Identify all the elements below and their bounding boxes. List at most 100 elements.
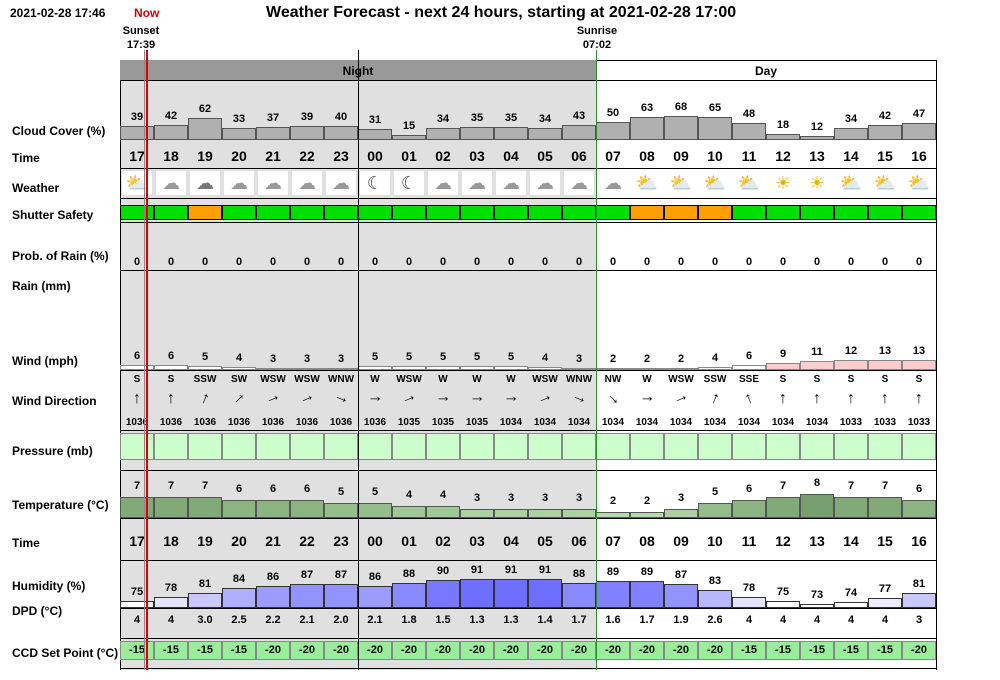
- cloud-cover-value: 48: [742, 108, 756, 120]
- now-line: [144, 50, 145, 670]
- cloud-cover-bar: [188, 118, 222, 140]
- row-label-shutter-safety: Shutter Safety: [12, 208, 94, 222]
- row-label-prob-rain: Prob. of Rain (%): [12, 249, 109, 263]
- hour-label: 09: [673, 148, 689, 164]
- pressure-value: 1034: [737, 417, 761, 428]
- row-separator: [120, 370, 936, 371]
- cloud-cover-bar: [766, 134, 800, 140]
- humidity-value: 87: [300, 569, 314, 581]
- wind-direction-label: NW: [604, 374, 622, 385]
- ccd-value: -20: [367, 644, 383, 656]
- wind-value: 4: [711, 352, 719, 364]
- temperature-bar: [834, 497, 868, 518]
- hour-label: 02: [435, 148, 451, 164]
- ccd-cell: [902, 641, 936, 660]
- humidity-value: 75: [776, 586, 790, 598]
- temperature-value: 8: [813, 477, 821, 489]
- hour-label: 00: [367, 533, 383, 549]
- temperature-bar: [460, 509, 494, 518]
- cloud-cover-value: 34: [844, 113, 858, 125]
- pressure-value: 1036: [363, 417, 387, 428]
- pressure-value: 1036: [193, 417, 217, 428]
- wind-value: 12: [844, 345, 858, 357]
- cloud-cover-value: 47: [912, 108, 926, 120]
- humidity-value: 81: [912, 578, 926, 590]
- cloudy-night-icon: ☁: [190, 171, 220, 195]
- pressure-value: 1036: [261, 417, 285, 428]
- row-separator: [120, 270, 936, 271]
- sun-icon: ☀: [802, 171, 832, 195]
- humidity-bar: [494, 579, 528, 608]
- wind-bar: [562, 368, 596, 370]
- wind-direction-label: S: [779, 374, 787, 385]
- temperature-bar: [664, 509, 698, 518]
- hour-label: 06: [571, 533, 587, 549]
- prob-rain-value: 0: [201, 256, 209, 268]
- humidity-value: 89: [606, 566, 620, 578]
- prob-rain-value: 0: [847, 256, 855, 268]
- dpd-value: 2.1: [367, 614, 383, 626]
- humidity-bar: [698, 590, 732, 608]
- wind-arrow-icon: ↑: [915, 390, 923, 407]
- dpd-value: 1.7: [639, 614, 655, 626]
- hour-label: 07: [605, 148, 621, 164]
- hour-label: 11: [741, 533, 757, 549]
- wind-arrow-icon: ↑: [332, 392, 351, 407]
- wind-direction-label: W: [642, 374, 652, 385]
- temperature-value: 5: [337, 486, 345, 498]
- cloud-cover-bar: [596, 122, 630, 140]
- dpd-value: 2.6: [707, 614, 723, 626]
- cloud-cover-bar: [528, 128, 562, 140]
- ccd-cell: [562, 641, 596, 660]
- dpd-value: 1.8: [401, 614, 417, 626]
- hour-label: 08: [639, 148, 655, 164]
- temperature-value: 6: [269, 483, 277, 495]
- wind-direction-label: S: [847, 374, 855, 385]
- temperature-bar: [800, 494, 834, 518]
- temperature-value: 7: [201, 480, 209, 492]
- ccd-cell: [324, 641, 358, 660]
- wind-bar: [766, 363, 800, 370]
- frame-right: [936, 60, 937, 670]
- pressure-value: 1034: [771, 417, 795, 428]
- ccd-value: -20: [333, 644, 349, 656]
- hour-label: 13: [809, 148, 825, 164]
- wind-arrow-icon: ↑: [741, 389, 756, 408]
- wind-value: 13: [878, 345, 892, 357]
- wind-arrow-icon: ↑: [167, 390, 175, 407]
- temperature-bar: [188, 497, 222, 518]
- cloud-cover-value: 33: [232, 113, 246, 125]
- dpd-value: 1.3: [469, 614, 485, 626]
- hour-label: 20: [231, 148, 247, 164]
- shutter-safety-cell: [290, 205, 324, 220]
- partly-cloudy-day-icon: ⛅: [836, 171, 866, 195]
- temperature-value: 3: [473, 492, 481, 504]
- humidity-bar: [732, 597, 766, 608]
- ccd-value: -20: [265, 644, 281, 656]
- prob-rain-value: 0: [303, 256, 311, 268]
- shutter-safety-cell: [154, 205, 188, 220]
- temperature-value: 4: [439, 489, 447, 501]
- hour-label: 09: [673, 533, 689, 549]
- prob-rain-value: 0: [337, 256, 345, 268]
- hour-label: 21: [265, 148, 281, 164]
- hour-label: 22: [299, 533, 315, 549]
- cloud-cover-value: 62: [198, 103, 212, 115]
- dpd-value: 1.7: [571, 614, 587, 626]
- cloud-cover-value: 35: [470, 112, 484, 124]
- pressure-cell: [358, 433, 392, 460]
- ccd-cell: [256, 641, 290, 660]
- ccd-value: -20: [673, 644, 689, 656]
- temperature-value: 6: [235, 483, 243, 495]
- pressure-cell: [630, 433, 664, 460]
- sunrise-label: Sunrise 07:02: [567, 24, 627, 52]
- cloud-cover-value: 35: [504, 112, 518, 124]
- temperature-value: 4: [405, 489, 413, 501]
- ccd-cell: [154, 641, 188, 660]
- cloud-cover-value: 43: [572, 110, 586, 122]
- ccd-cell: [528, 641, 562, 660]
- shutter-safety-cell: [222, 205, 256, 220]
- humidity-value: 86: [368, 571, 382, 583]
- pressure-cell: [392, 433, 426, 460]
- row-label-pressure: Pressure (mb): [12, 444, 93, 458]
